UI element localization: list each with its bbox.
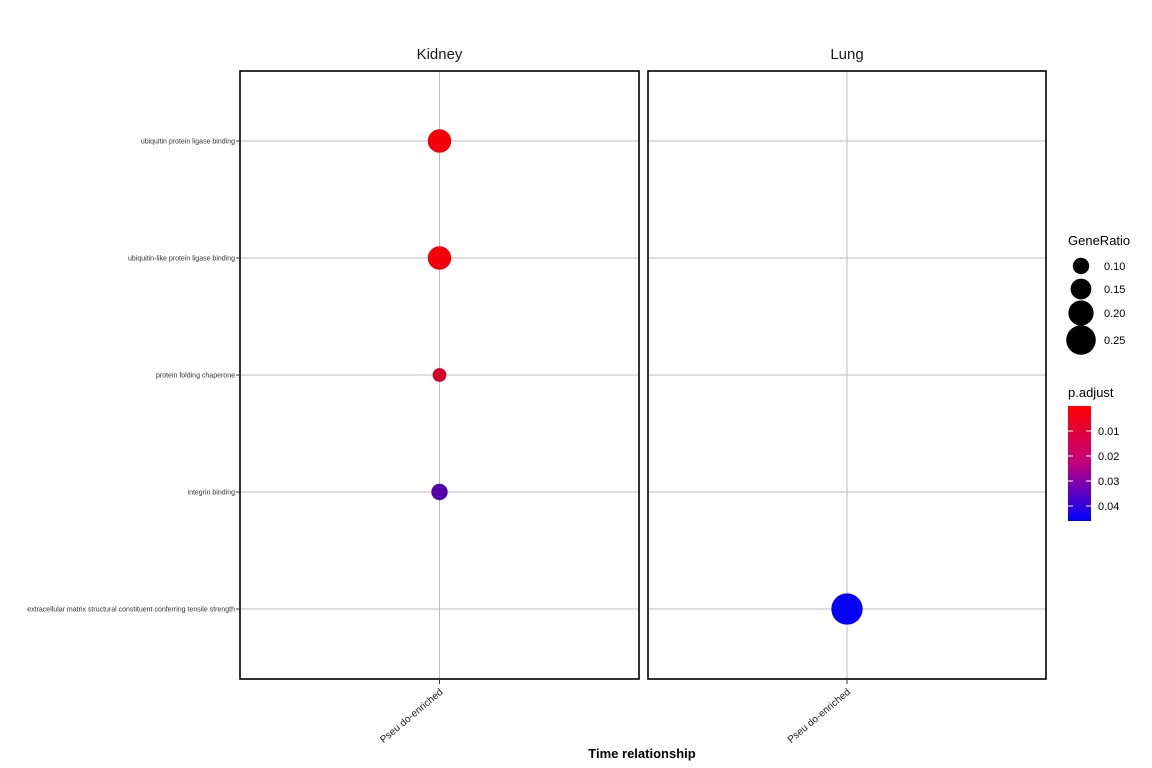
y-tick-label: ubiquitin-like protein ligase binding	[128, 256, 235, 263]
color-legend-label: 0.04	[1098, 501, 1119, 513]
data-point	[831, 593, 863, 625]
y-tick-label: protein folding chaperone	[156, 373, 235, 380]
p-adjust-legend-title: p.adjust	[1068, 385, 1114, 400]
x-axis-label: Time relationship	[588, 746, 695, 761]
y-tick-label: integrin binding	[188, 490, 236, 497]
size-legend-key	[1072, 257, 1090, 275]
color-legend-label: 0.01	[1098, 426, 1119, 438]
size-legend-key	[1070, 278, 1092, 300]
data-point	[427, 129, 452, 153]
p-adjust-colorbar	[1068, 406, 1091, 521]
size-legend-label: 0.20	[1104, 308, 1125, 320]
size-legend-label: 0.25	[1104, 335, 1125, 347]
x-tick-label: Pseu do-enriched	[786, 687, 853, 746]
panel-lung: Lung Pseu do-enriched	[647, 46, 1047, 746]
size-legend-label: 0.10	[1104, 261, 1125, 273]
facet-panels: Kidney Pseu do-enriched Lung Pseu do-enrich…	[239, 46, 1047, 746]
data-point	[432, 368, 447, 382]
color-legend-label: 0.02	[1098, 451, 1119, 463]
p-adjust-legend: p.adjust 0.01 0.02 0.03 0.04	[1068, 385, 1119, 521]
size-legend-label: 0.15	[1104, 284, 1125, 296]
y-tick-label: ubiquitin protein ligase binding	[141, 139, 235, 146]
generatio-legend-title: GeneRatio	[1068, 233, 1130, 248]
generatio-legend: GeneRatio 0.10 0.15 0.20 0.25	[1066, 233, 1130, 355]
x-tick-label: Pseu do-enriched	[378, 687, 445, 746]
facet-title: Kidney	[417, 46, 463, 63]
y-axis-tick-labels: ubiquitin protein ligase binding ubiquiti…	[27, 139, 240, 614]
size-legend-key	[1066, 325, 1096, 355]
data-point	[427, 246, 452, 270]
color-legend-label: 0.03	[1098, 476, 1119, 488]
panel-kidney: Kidney Pseu do-enriched	[239, 46, 640, 746]
size-legend-key	[1068, 300, 1094, 326]
facet-title: Lung	[830, 46, 863, 63]
y-tick-label: extracellular matrix structural constitu…	[27, 607, 235, 614]
data-point	[431, 483, 448, 501]
